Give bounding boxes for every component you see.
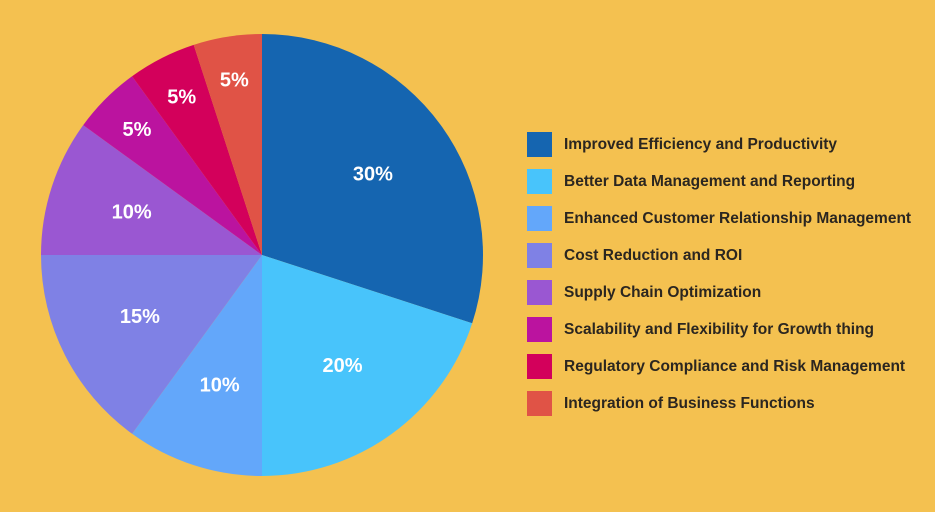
slice-value-label: 30% [353, 163, 393, 185]
slice-value-label: 5% [123, 119, 152, 141]
pie-slice [262, 255, 473, 477]
legend-swatch [527, 280, 552, 305]
legend-swatch [527, 206, 552, 231]
legend-item: Scalability and Flexibility for Growth t… [527, 311, 927, 348]
pie-slice [83, 76, 262, 255]
pie-slice [41, 255, 262, 434]
pie-chart-graphic: 30% 20% 10% 15% 10% 5% 5% 5% [41, 34, 484, 477]
legend-label: Enhanced Customer Relationship Managemen… [564, 209, 912, 227]
legend-swatch [527, 354, 552, 379]
slice-value-label: 10% [112, 202, 152, 224]
pie-slice [262, 34, 484, 324]
legend-label: Regulatory Compliance and Risk Managemen… [564, 357, 906, 375]
pie-slice [132, 255, 262, 476]
legend-label: Supply Chain Optimization [564, 283, 762, 301]
slice-value-label: 15% [120, 306, 160, 328]
legend-item: Better Data Management and Reporting [527, 163, 927, 200]
legend-label: Cost Reduction and ROI [564, 246, 743, 264]
legend-item: Cost Reduction and ROI [527, 237, 927, 274]
legend-swatch [527, 169, 552, 194]
legend-swatch [527, 391, 552, 416]
legend-swatch [527, 243, 552, 268]
pie-slice [193, 34, 262, 255]
legend-swatch [527, 317, 552, 342]
legend-label: Better Data Management and Reporting [564, 172, 856, 190]
slice-value-label: 10% [200, 374, 240, 396]
slice-value-label: 20% [323, 355, 363, 377]
pie-slice [41, 125, 262, 255]
legend-swatch [527, 132, 552, 157]
legend-item: Improved Efficiency and Productivity [527, 126, 927, 163]
legend-label: Integration of Business Functions [564, 394, 815, 412]
chart-legend: Improved Efficiency and Productivity Bett… [527, 126, 927, 422]
pie-slice [132, 44, 262, 255]
legend-item: Regulatory Compliance and Risk Managemen… [527, 348, 927, 385]
slice-value-label: 5% [220, 69, 249, 91]
legend-label: Improved Efficiency and Productivity [564, 135, 838, 153]
legend-item: Enhanced Customer Relationship Managemen… [527, 200, 927, 237]
slice-value-label: 5% [167, 86, 196, 108]
legend-item: Supply Chain Optimization [527, 274, 927, 311]
legend-item: Integration of Business Functions [527, 385, 927, 422]
legend-label: Scalability and Flexibility for Growth t… [564, 320, 875, 338]
